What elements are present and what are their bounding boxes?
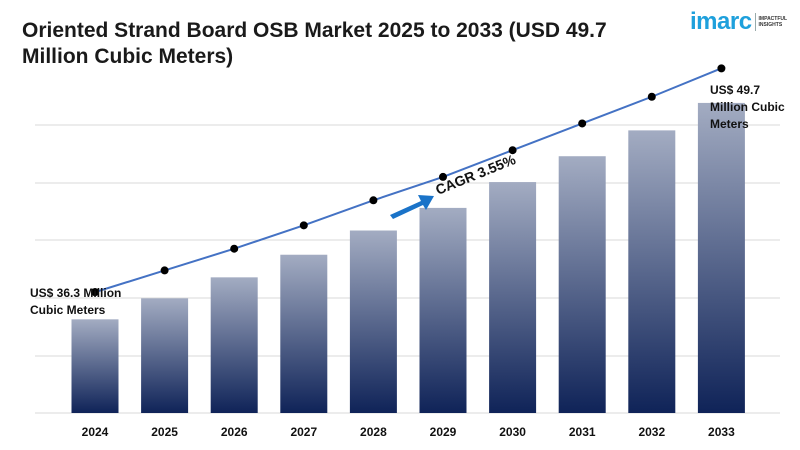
x-tick-label: 2025 — [151, 425, 178, 439]
x-tick-label: 2032 — [638, 425, 665, 439]
trend-marker — [160, 266, 169, 275]
x-tick-label: 2029 — [430, 425, 457, 439]
bar — [280, 254, 328, 413]
x-tick-label: 2033 — [708, 425, 735, 439]
start-value-label: Cubic Meters — [30, 303, 106, 317]
x-tick-label: 2027 — [290, 425, 317, 439]
bar — [489, 182, 537, 413]
x-tick-label: 2030 — [499, 425, 526, 439]
trend-line — [91, 64, 726, 297]
arrow-icon — [390, 195, 434, 219]
imarc-logo: imarc IMPACTFUL INSIGHTS — [690, 8, 793, 36]
x-tick-label: 2026 — [221, 425, 248, 439]
bars — [71, 102, 745, 414]
end-value-label: US$ 49.7 — [710, 83, 760, 97]
logo-wordmark: imarc — [690, 8, 752, 35]
chart-title: Oriented Strand Board OSB Market 2025 to… — [22, 19, 607, 68]
cagr-arrow — [390, 195, 434, 219]
trend-marker — [578, 119, 587, 128]
logo-divider — [754, 13, 756, 31]
bar — [349, 230, 397, 413]
bar — [419, 207, 467, 413]
bar — [71, 319, 119, 413]
end-value-label: Meters — [710, 117, 749, 131]
trend-polyline — [94, 67, 722, 294]
start-value-label: US$ 36.3 Million — [30, 286, 121, 300]
trend-marker — [230, 244, 239, 253]
x-tick-label: 2024 — [82, 425, 109, 439]
trend-marker — [369, 196, 378, 205]
x-axis-ticks: 2024 2025 2026 2027 2028 2029 2030 2031 2032 2033 — [82, 425, 735, 439]
x-tick-label: 2031 — [569, 425, 596, 439]
trend-marker — [299, 221, 308, 230]
end-value-label: Million Cubic — [710, 100, 785, 114]
trend-marker — [439, 172, 447, 181]
trend-marker — [508, 146, 517, 155]
x-tick-label: 2028 — [360, 425, 387, 439]
trend-marker — [717, 64, 726, 73]
trend-marker — [91, 288, 99, 297]
trend-marker — [647, 92, 656, 101]
bar — [210, 277, 258, 413]
bar — [697, 102, 745, 414]
bar — [628, 130, 676, 413]
bar — [141, 298, 189, 413]
bar — [558, 156, 606, 413]
logo-tagline: IMPACTFUL INSIGHTS — [758, 16, 787, 28]
